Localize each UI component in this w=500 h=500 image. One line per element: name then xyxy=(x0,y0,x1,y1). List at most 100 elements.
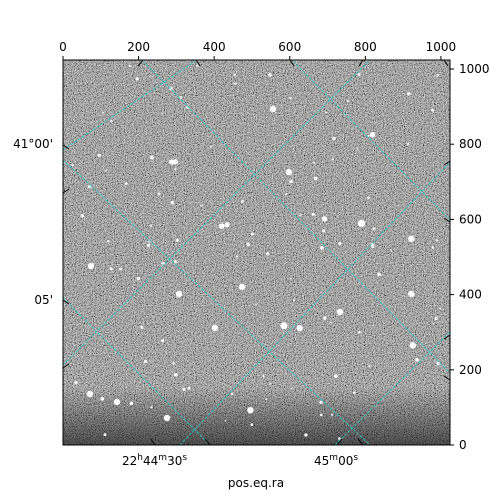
star-60 xyxy=(174,372,178,377)
star-72 xyxy=(357,219,366,227)
star-35 xyxy=(200,204,203,207)
star-36 xyxy=(109,267,113,271)
grid-line-2 xyxy=(179,161,450,445)
x-axis-title: pos.eq.ra xyxy=(228,476,284,490)
star-115 xyxy=(149,224,152,227)
star-80 xyxy=(436,361,440,366)
star-61 xyxy=(265,398,268,401)
star-11 xyxy=(269,383,271,385)
star-93 xyxy=(247,407,254,414)
star-29 xyxy=(334,374,338,379)
bright-star-4 xyxy=(86,390,94,398)
star-114 xyxy=(406,143,410,146)
ra-tick-label-2: 45m00s xyxy=(314,453,358,468)
bright-star-2 xyxy=(87,262,95,270)
star-37 xyxy=(262,375,265,378)
y-right-tick-label-2: 400 xyxy=(459,288,482,302)
star-4 xyxy=(144,359,148,364)
star-91 xyxy=(169,159,175,165)
star-106 xyxy=(119,267,122,271)
star-79 xyxy=(103,433,107,437)
y-right-tick-label-3: 600 xyxy=(459,212,482,226)
star-94 xyxy=(322,216,328,222)
star-84 xyxy=(110,119,113,123)
star-44 xyxy=(150,155,154,160)
star-14 xyxy=(224,420,227,422)
star-109 xyxy=(377,272,381,277)
ra-tick-label-1: 22h44m30s xyxy=(122,453,187,468)
star-110 xyxy=(431,108,435,112)
grid-line-4 xyxy=(141,60,450,374)
grid-line-6 xyxy=(63,297,211,445)
star-56 xyxy=(338,437,341,440)
star-78 xyxy=(390,249,392,252)
star-97 xyxy=(71,164,74,167)
star-113 xyxy=(128,64,132,67)
star-59 xyxy=(409,342,416,349)
star-74 xyxy=(320,413,323,417)
star-96 xyxy=(146,243,151,248)
grid-line-5 xyxy=(291,60,450,221)
grid-line-3 xyxy=(334,331,450,445)
y-right-tick-label-1: 200 xyxy=(459,363,482,377)
star-89 xyxy=(313,161,316,164)
star-90 xyxy=(290,277,292,280)
star-47 xyxy=(329,321,332,323)
star-15 xyxy=(161,112,163,115)
star-86 xyxy=(304,433,308,437)
grid-line-1 xyxy=(63,60,371,366)
star-51 xyxy=(289,179,293,184)
star-9 xyxy=(435,239,438,242)
bright-star-5 xyxy=(336,308,344,316)
bright-star-7 xyxy=(163,414,171,422)
star-8 xyxy=(125,182,128,185)
star-69 xyxy=(255,303,257,306)
dec-tick-label-2: 05' xyxy=(34,293,53,307)
star-30 xyxy=(290,388,293,390)
bright-star-6 xyxy=(211,324,219,332)
star-0 xyxy=(313,176,318,181)
x-top-tick-label-0: 0 xyxy=(59,40,67,54)
star-16 xyxy=(174,168,177,171)
star-48 xyxy=(357,73,361,76)
star-38 xyxy=(246,242,250,247)
sky-image xyxy=(63,60,450,445)
star-31 xyxy=(161,261,165,265)
star-46 xyxy=(174,260,177,264)
star-77 xyxy=(172,159,179,165)
bright-star-3 xyxy=(175,290,183,298)
star-20 xyxy=(250,423,254,427)
plot-frame xyxy=(62,59,451,446)
star-95 xyxy=(140,325,144,329)
star-5 xyxy=(107,240,110,243)
star-19 xyxy=(235,255,238,258)
x-top-tick-label-2: 400 xyxy=(203,40,226,54)
star-63 xyxy=(187,386,191,390)
y-right-tick-label-5: 1000 xyxy=(459,62,490,76)
x-top-tick-label-3: 600 xyxy=(278,40,301,54)
star-57 xyxy=(319,400,323,404)
grid-line-7 xyxy=(63,159,371,445)
x-top-tick-label-5: 1000 xyxy=(426,40,457,54)
star-81 xyxy=(439,307,442,310)
star-12 xyxy=(289,96,292,100)
star-25 xyxy=(280,322,288,330)
y-right-tick-label-0: 0 xyxy=(459,438,467,452)
star-98 xyxy=(224,222,230,228)
star-117 xyxy=(331,413,334,416)
star-52 xyxy=(299,214,302,217)
bright-star-1 xyxy=(238,283,246,291)
star-66 xyxy=(157,192,161,195)
star-23 xyxy=(172,362,175,365)
star-50 xyxy=(284,192,287,196)
star-99 xyxy=(407,92,411,96)
bright-star-9 xyxy=(113,398,121,406)
star-73 xyxy=(368,365,371,367)
star-107 xyxy=(371,244,375,249)
star-105 xyxy=(353,391,356,395)
star-28 xyxy=(219,223,225,229)
star-62 xyxy=(150,406,153,409)
star-83 xyxy=(408,235,415,243)
star-119 xyxy=(233,73,237,77)
